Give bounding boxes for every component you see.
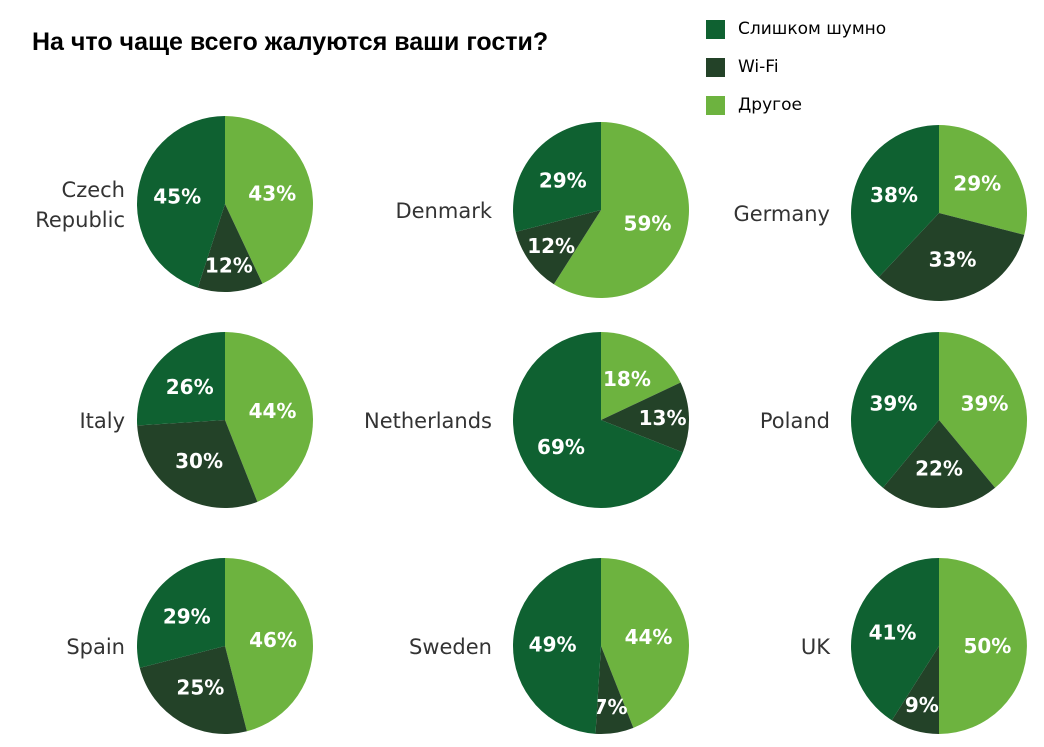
pie-spain: 46% 25% 29% Spain xyxy=(66,558,313,734)
legend-item-noise: Слишком шумно xyxy=(706,10,886,48)
data-label-wifi: 25% xyxy=(176,676,224,700)
slice-noise xyxy=(850,332,939,488)
data-label-noise: 45% xyxy=(153,184,201,208)
data-label-noise: 38% xyxy=(870,183,918,207)
data-label-other: 43% xyxy=(248,181,296,205)
slice-wifi xyxy=(878,213,1025,301)
slice-wifi xyxy=(139,646,247,734)
slice-noise xyxy=(137,558,225,668)
slice-wifi xyxy=(891,646,939,734)
data-label-noise: 26% xyxy=(166,375,214,399)
data-label-other: 18% xyxy=(603,367,651,391)
country-label: Denmark xyxy=(395,199,492,223)
legend-item-wifi: Wi-Fi xyxy=(706,48,886,86)
data-label-wifi: 33% xyxy=(929,247,977,271)
slice-noise xyxy=(137,115,225,288)
slice-noise xyxy=(851,125,939,278)
pie-germany: 29% 33% 38% Germany xyxy=(733,125,1027,301)
data-label-wifi: 12% xyxy=(205,253,253,277)
legend-swatch-other xyxy=(706,95,725,115)
slice-noise xyxy=(851,558,939,721)
slice-wifi xyxy=(595,646,634,734)
data-label-other: 44% xyxy=(625,625,673,649)
slice-wifi xyxy=(882,420,996,509)
slice-other xyxy=(601,332,681,420)
country-label: Czech xyxy=(62,178,125,202)
slice-other xyxy=(939,332,1028,488)
data-label-other: 29% xyxy=(953,171,1001,195)
country-label: Netherlands xyxy=(364,409,492,433)
slice-wifi xyxy=(137,420,258,508)
slice-wifi xyxy=(515,210,601,285)
data-label-wifi: 9% xyxy=(905,693,939,717)
slice-noise xyxy=(513,332,683,508)
data-label-other: 59% xyxy=(624,212,672,236)
slice-other xyxy=(939,558,1027,734)
slice-noise xyxy=(137,332,225,426)
data-label-noise: 29% xyxy=(163,604,211,628)
slice-other xyxy=(601,558,689,728)
legend-label-other: Другое xyxy=(738,95,802,115)
data-label-wifi: 7% xyxy=(594,695,628,719)
country-label: Poland xyxy=(760,409,830,433)
legend-label-noise: Слишком шумно xyxy=(738,19,887,39)
data-label-other: 46% xyxy=(249,628,297,652)
country-label: Italy xyxy=(79,409,125,433)
data-label-wifi: 12% xyxy=(527,234,575,258)
legend-item-other: Другое xyxy=(706,86,886,124)
slice-other xyxy=(553,122,690,298)
pie-poland: 39% 22% 39% Poland xyxy=(760,332,1028,509)
pie-denmark: 59% 12% 29% Denmark xyxy=(395,122,690,298)
data-label-noise: 29% xyxy=(539,168,587,192)
data-label-other: 39% xyxy=(961,392,1009,416)
country-label: Germany xyxy=(733,202,830,226)
slice-wifi xyxy=(601,382,689,453)
slice-other xyxy=(225,332,314,502)
chart-title: На что чаще всего жалуются ваши гости? xyxy=(32,28,549,56)
data-label-noise: 69% xyxy=(537,435,585,459)
country-label: Republic xyxy=(35,208,125,232)
data-label-noise: 39% xyxy=(870,392,918,416)
country-label: Sweden xyxy=(409,635,492,659)
slice-other xyxy=(225,558,313,732)
data-label-wifi: 13% xyxy=(639,406,687,430)
data-label-other: 44% xyxy=(249,399,297,423)
slice-wifi xyxy=(197,204,263,292)
data-label-noise: 49% xyxy=(529,632,577,656)
data-label-wifi: 30% xyxy=(175,449,223,473)
pie-netherlands: 18% 13% 69% Netherlands xyxy=(364,332,689,508)
slice-other xyxy=(939,125,1027,235)
country-label: UK xyxy=(801,635,831,659)
pie-italy: 44% 30% 26% Italy xyxy=(79,332,314,508)
slice-other xyxy=(225,116,313,284)
country-label: Spain xyxy=(66,635,125,659)
pie-czech-republic: 43% 12% 45% Czech Republic xyxy=(35,115,313,292)
legend-swatch-noise xyxy=(706,19,725,39)
legend-swatch-wifi xyxy=(706,57,725,77)
slice-noise xyxy=(513,122,601,232)
legend: Слишком шумно Wi-Fi Другое xyxy=(706,10,886,124)
pie-uk: 50% 9% 41% UK xyxy=(801,558,1027,734)
data-label-other: 50% xyxy=(963,634,1011,658)
data-label-noise: 41% xyxy=(869,620,917,644)
data-label-wifi: 22% xyxy=(915,456,963,480)
legend-label-wifi: Wi-Fi xyxy=(738,57,779,77)
slice-noise xyxy=(513,558,601,734)
pie-sweden: 44% 7% 49% Sweden xyxy=(409,558,689,734)
